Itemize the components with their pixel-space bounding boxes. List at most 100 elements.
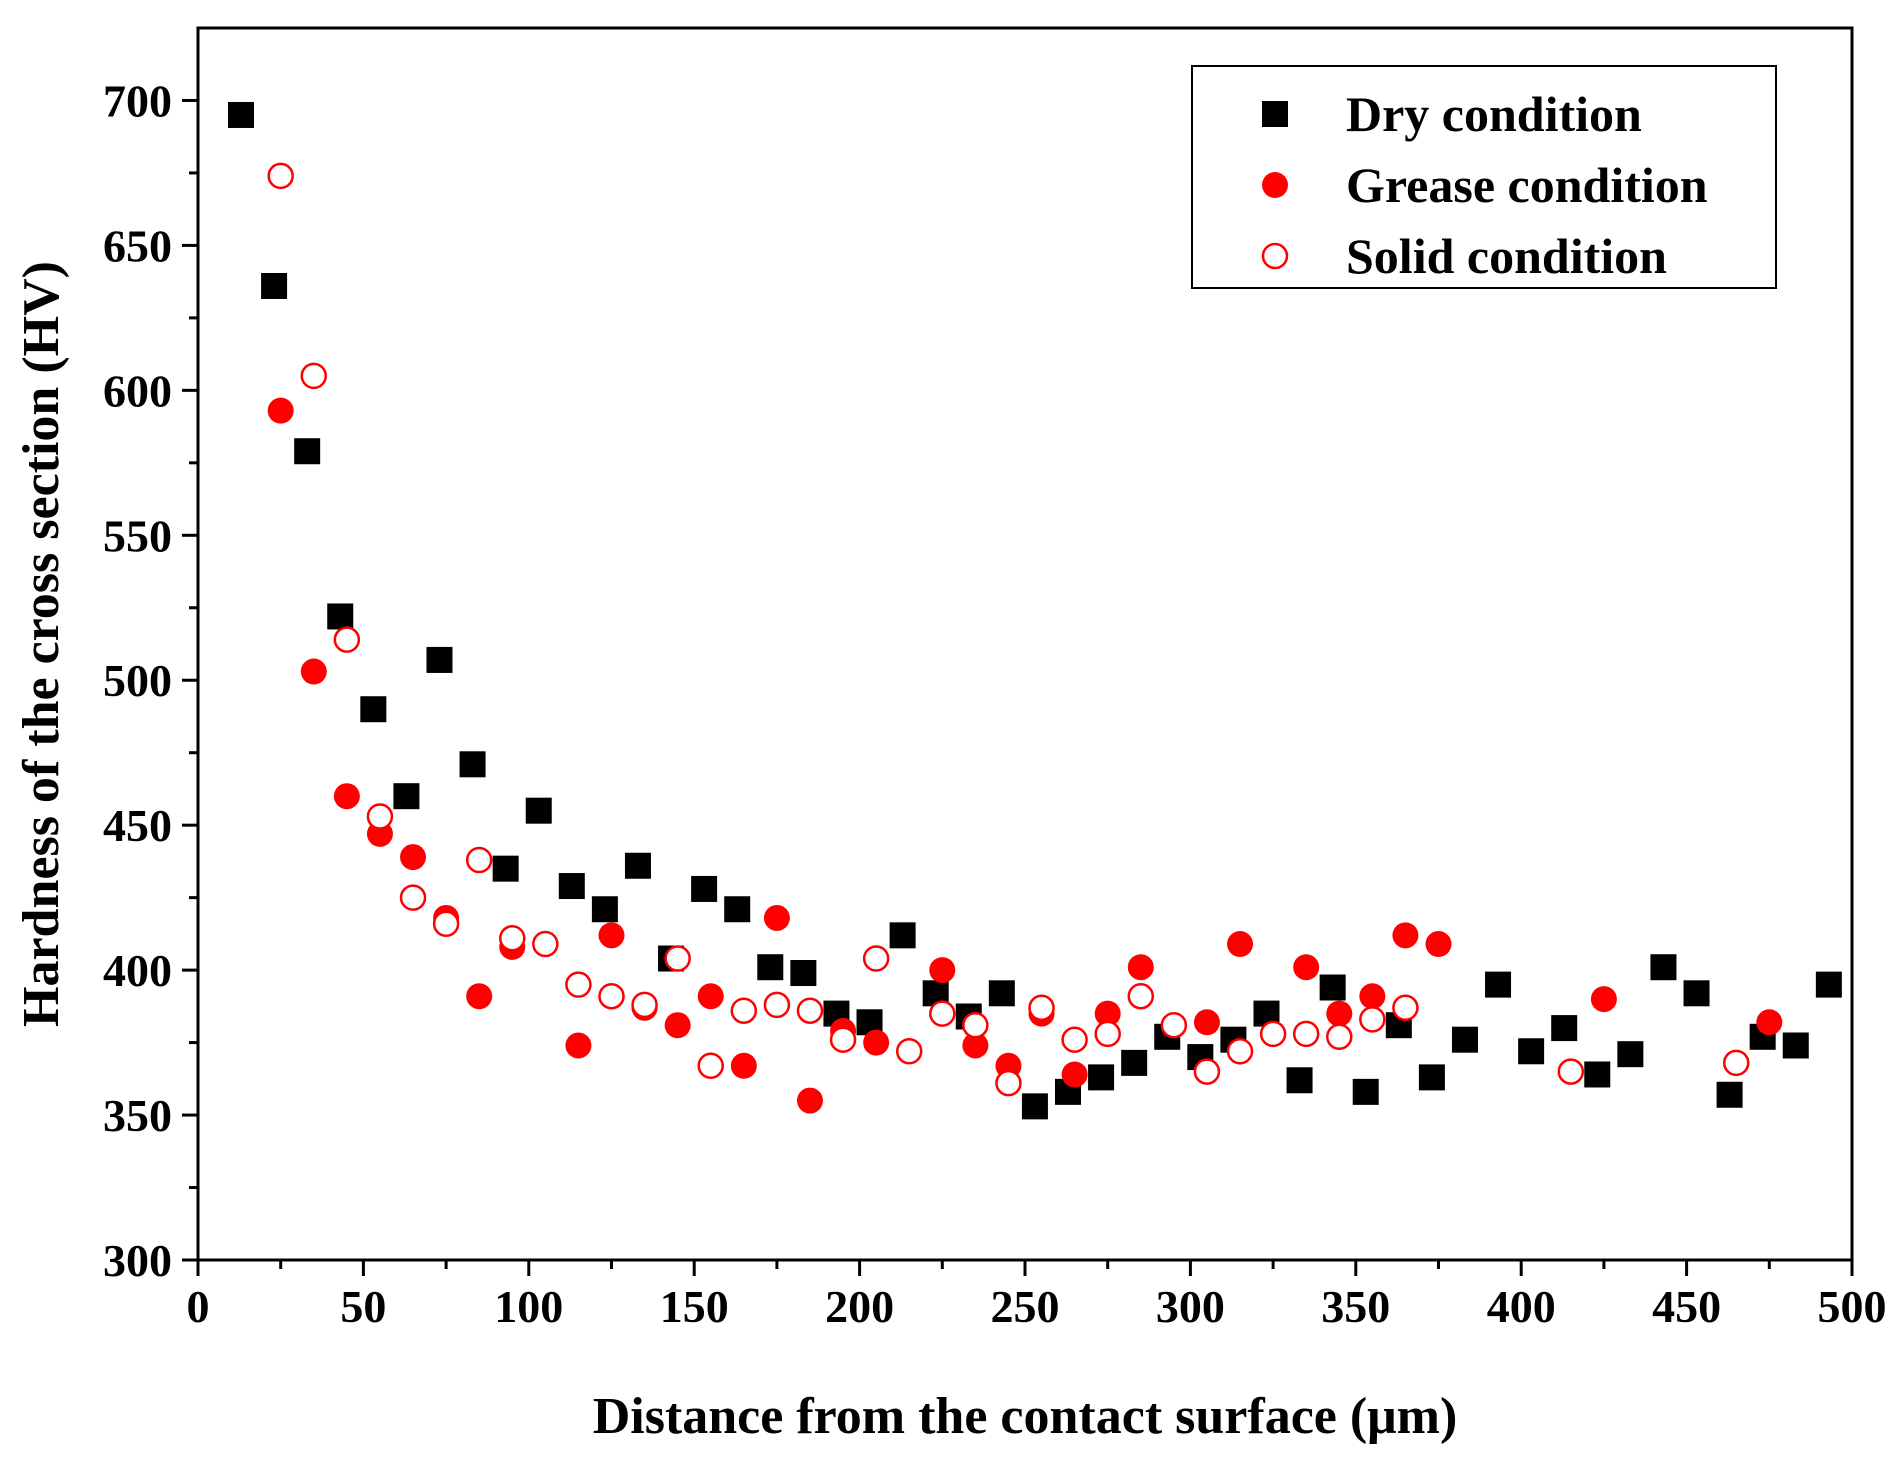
data-point-grease-condition <box>763 904 790 931</box>
data-point-solid-condition <box>1028 994 1055 1022</box>
data-point-grease-condition <box>1590 986 1617 1013</box>
data-point-dry-condition <box>1782 1032 1809 1059</box>
data-point-grease-condition <box>796 1087 823 1114</box>
data-point-grease-condition <box>333 783 360 810</box>
data-point-solid-condition <box>1292 1020 1320 1048</box>
data-point-dry-condition <box>757 954 784 981</box>
data-point-dry-condition <box>591 896 618 923</box>
y-tick-label: 700 <box>103 75 172 126</box>
data-point-solid-condition <box>1722 1049 1750 1077</box>
data-point-grease-condition <box>929 957 956 984</box>
data-point-solid-condition <box>1226 1038 1254 1065</box>
data-point-dry-condition <box>1451 1026 1478 1053</box>
data-point-solid-condition <box>862 945 890 972</box>
axis-ticks: 0 50 100 150 200 250 300 350 400 450 500 300 350 400 4… <box>103 75 1887 1332</box>
data-point-grease-condition <box>267 397 294 424</box>
x-tick-label: 300 <box>1156 1281 1225 1332</box>
data-point-dry-condition <box>691 875 718 902</box>
data-point-solid-condition <box>598 982 625 1010</box>
data-point-dry-condition <box>294 438 321 465</box>
data-point-dry-condition <box>261 272 288 299</box>
data-point-grease-condition <box>730 1052 757 1079</box>
y-tick-label: 400 <box>103 945 172 996</box>
data-point-grease-condition <box>466 983 493 1010</box>
data-point-solid-condition <box>1359 1006 1386 1033</box>
data-point-solid-condition <box>1127 982 1155 1010</box>
data-point-dry-condition <box>228 101 255 128</box>
data-point-grease-condition <box>962 1032 989 1059</box>
y-tick-label: 650 <box>103 220 172 271</box>
data-point-dry-condition <box>558 873 585 900</box>
data-point-dry-condition <box>790 960 817 987</box>
data-point-dry-condition <box>1716 1081 1743 1108</box>
data-point-dry-condition <box>1617 1041 1644 1068</box>
y-tick-label: 600 <box>103 365 172 416</box>
data-point-solid-condition <box>1193 1058 1221 1085</box>
data-point-grease-condition <box>1227 931 1254 958</box>
data-point-solid-condition <box>399 884 427 911</box>
data-point-grease-condition <box>1094 1000 1121 1027</box>
x-tick-label: 350 <box>1321 1281 1390 1332</box>
legend-marker-grease-condition <box>1262 172 1288 198</box>
x-tick-label: 400 <box>1487 1281 1556 1332</box>
data-point-grease-condition <box>1293 954 1320 981</box>
data-point-solid-condition <box>995 1069 1022 1097</box>
data-point-solid-condition <box>1094 1020 1121 1048</box>
legend-label: Solid condition <box>1346 228 1667 284</box>
legend-marker-dry-condition <box>1262 101 1288 127</box>
data-point-dry-condition <box>1088 1064 1115 1091</box>
data-point-dry-condition <box>492 855 519 882</box>
data-point-grease-condition <box>598 922 625 949</box>
data-point-dry-condition <box>1021 1093 1048 1120</box>
x-tick-label: 250 <box>991 1281 1060 1332</box>
data-point-grease-condition <box>565 1032 592 1059</box>
data-point-solid-condition <box>1392 994 1419 1022</box>
data-point-dry-condition <box>1418 1064 1445 1091</box>
data-point-grease-condition <box>1392 922 1419 949</box>
x-tick-label: 100 <box>494 1281 563 1332</box>
data-point-dry-condition <box>988 980 1015 1007</box>
data-point-dry-condition <box>1584 1061 1611 1088</box>
data-point-grease-condition <box>1193 1009 1220 1036</box>
data-point-dry-condition <box>1286 1067 1313 1094</box>
data-point-solid-condition <box>631 991 658 1019</box>
data-point-solid-condition <box>532 930 559 958</box>
data-point-dry-condition <box>724 896 751 923</box>
data-point-solid-condition <box>1557 1058 1585 1085</box>
data-point-dry-condition <box>1551 1015 1578 1042</box>
data-point-solid-condition <box>499 924 526 952</box>
data-point-grease-condition <box>697 983 724 1010</box>
data-point-grease-condition <box>1061 1061 1088 1088</box>
data-point-solid-condition <box>366 803 394 830</box>
data-point-solid-condition <box>962 1011 989 1039</box>
x-tick-label: 50 <box>340 1281 386 1332</box>
data-point-dry-condition <box>459 751 486 778</box>
data-point-solid-condition <box>929 1000 956 1027</box>
data-point-solid-condition <box>895 1038 923 1065</box>
data-point-dry-condition <box>1121 1049 1148 1076</box>
y-tick-label: 450 <box>103 800 172 851</box>
data-point-grease-condition <box>1756 1009 1783 1036</box>
data-point-grease-condition <box>1425 931 1452 958</box>
data-point-dry-condition <box>1485 971 1512 998</box>
data-point-solid-condition <box>697 1052 724 1080</box>
series-grease-condition <box>267 397 1783 1114</box>
y-tick-label: 500 <box>103 655 172 706</box>
data-point-dry-condition <box>1683 980 1710 1007</box>
data-point-dry-condition <box>889 922 916 949</box>
x-axis-title: Distance from the contact surface (μm) <box>593 1388 1458 1445</box>
data-point-grease-condition <box>400 844 427 871</box>
legend-items: Dry condition Grease condition Solid condi… <box>1261 86 1708 284</box>
x-tick-label: 0 <box>187 1281 210 1332</box>
data-point-grease-condition <box>863 1029 890 1056</box>
data-point-dry-condition <box>393 783 420 810</box>
data-point-grease-condition <box>1359 983 1386 1010</box>
data-point-solid-condition <box>565 971 592 998</box>
data-point-grease-condition <box>1326 1000 1353 1027</box>
legend-marker-solid-condition <box>1261 242 1289 270</box>
plot-frame <box>196 26 1854 1262</box>
data-point-solid-condition <box>267 162 294 190</box>
x-tick-label: 150 <box>660 1281 729 1332</box>
data-point-solid-condition <box>1061 1026 1088 1053</box>
data-point-dry-condition <box>1650 954 1677 981</box>
